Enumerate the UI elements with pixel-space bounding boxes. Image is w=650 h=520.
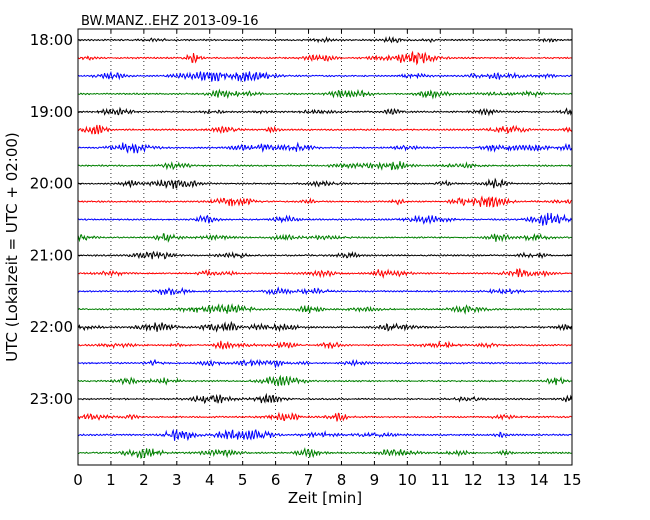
trace-2300-line	[77, 392, 572, 405]
trace-2245-line	[77, 374, 572, 387]
x-tick-label: 12	[464, 471, 483, 489]
trace-1800-line	[78, 35, 572, 44]
y-tick-label: 20:00	[30, 175, 73, 193]
trace-2015-line	[77, 195, 572, 208]
trace-2100-line	[77, 250, 572, 260]
trace-1830-line	[77, 70, 572, 83]
trace-1930-line	[77, 141, 572, 154]
x-tick-label: 3	[172, 471, 182, 489]
x-tick-label: 2	[139, 471, 149, 489]
trace-2115-line	[77, 268, 572, 279]
x-tick-label: 8	[337, 471, 347, 489]
x-tick-label: 15	[562, 471, 581, 489]
trace-1900-line	[77, 106, 572, 117]
x-tick-label: 10	[398, 471, 417, 489]
y-tick-label: 19:00	[30, 103, 73, 121]
x-tick-label: 11	[431, 471, 450, 489]
x-tick-label: 9	[370, 471, 380, 489]
y-tick-label: 22:00	[30, 318, 73, 336]
x-tick-label: 6	[271, 471, 281, 489]
x-tick-label: 13	[497, 471, 516, 489]
trace-1845-line	[77, 88, 572, 100]
y-axis-label: UTC (Lokalzeit = UTC + 02:00)	[3, 132, 21, 362]
x-axis-ticks: 0 1 2 3 4 5 6 7 8 9 10 11 12 13 14 15	[73, 29, 582, 489]
vertical-gridlines	[110, 29, 540, 465]
trace-1915-line	[77, 124, 572, 135]
trace-2330-line	[77, 428, 572, 442]
trace-2315-line	[77, 411, 572, 422]
trace-1815-line	[77, 50, 572, 66]
x-axis-label: Zeit [min]	[288, 489, 362, 507]
trace-group	[77, 35, 572, 459]
x-tick-label: 7	[304, 471, 314, 489]
y-tick-label: 21:00	[30, 246, 73, 264]
x-tick-label: 0	[73, 471, 83, 489]
trace-2045-line	[77, 233, 572, 243]
trace-2230-line	[77, 358, 572, 369]
x-tick-label: 1	[106, 471, 116, 489]
trace-1945-line	[77, 160, 572, 171]
trace-2345-line	[77, 447, 572, 459]
x-tick-label: 5	[238, 471, 248, 489]
y-tick-label: 18:00	[30, 31, 73, 49]
y-axis-ticks: 18:00 19:00 20:00 21:00 22:00 23:00	[30, 31, 572, 408]
trace-2145-line	[77, 302, 572, 315]
trace-2000-line	[77, 177, 572, 189]
x-tick-label: 4	[205, 471, 215, 489]
chart-title: BW.MANZ..EHZ 2013-09-16	[81, 14, 259, 29]
x-tick-label: 14	[530, 471, 549, 489]
trace-2130-line	[77, 286, 572, 296]
trace-2215-line	[77, 340, 572, 350]
y-tick-label: 23:00	[30, 390, 73, 408]
plot-frame	[77, 28, 573, 466]
trace-2030-line	[77, 212, 572, 226]
trace-2200-line	[77, 320, 572, 333]
